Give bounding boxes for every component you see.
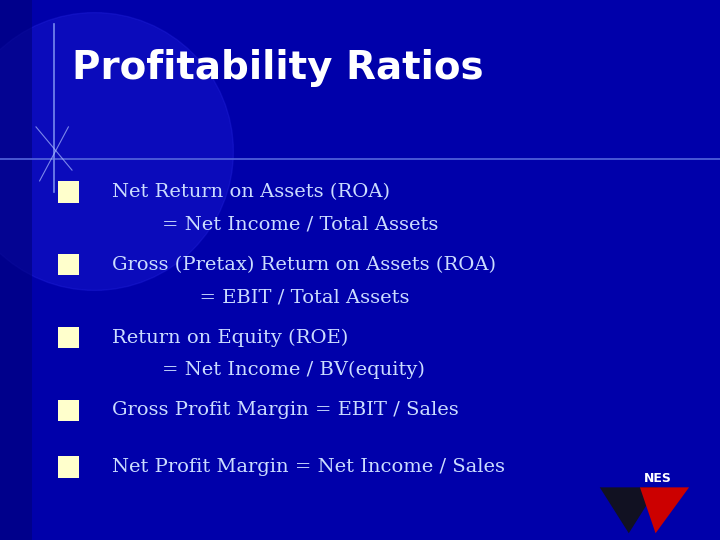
Polygon shape (640, 487, 689, 534)
Text: NES: NES (644, 472, 671, 485)
Text: Profitability Ratios: Profitability Ratios (72, 49, 484, 86)
Bar (58, 400, 79, 421)
Bar (58, 456, 79, 478)
Bar (58, 327, 79, 348)
Polygon shape (600, 487, 658, 534)
Text: = EBIT / Total Assets: = EBIT / Total Assets (112, 288, 409, 306)
Text: Net Profit Margin = Net Income / Sales: Net Profit Margin = Net Income / Sales (112, 458, 505, 476)
Point (88, 147, 99, 156)
Text: Net Return on Assets (ROA): Net Return on Assets (ROA) (112, 183, 390, 201)
Text: Gross Profit Margin = EBIT / Sales: Gross Profit Margin = EBIT / Sales (112, 401, 459, 420)
Bar (0, 0, 32, 540)
Bar (58, 181, 79, 202)
Text: Gross (Pretax) Return on Assets (ROA): Gross (Pretax) Return on Assets (ROA) (112, 255, 495, 274)
Bar (58, 254, 79, 275)
Text: = Net Income / BV(equity): = Net Income / BV(equity) (112, 361, 425, 379)
Text: Return on Equity (ROE): Return on Equity (ROE) (112, 328, 348, 347)
Text: = Net Income / Total Assets: = Net Income / Total Assets (112, 215, 438, 233)
